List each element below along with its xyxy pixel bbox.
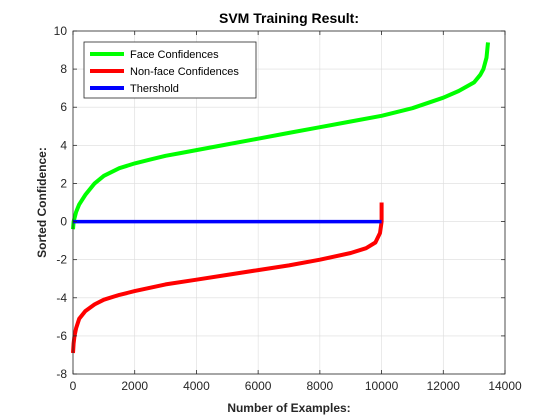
x-tick-label: 2000 [121, 379, 148, 393]
legend: Face Confidences Non-face Confidences Ther… [83, 41, 257, 99]
y-tick-label: -4 [56, 291, 67, 305]
x-tick-label: 6000 [245, 379, 272, 393]
y-tick-label: 8 [60, 62, 67, 76]
x-tick-label: 14000 [488, 379, 522, 393]
y-tick-label: 2 [60, 176, 67, 190]
y-tick-label: 4 [60, 138, 67, 152]
y-tick-label: -6 [56, 329, 67, 343]
y-axis-title: Sorted Confidence: [35, 147, 49, 258]
y-tick-label: -8 [56, 367, 67, 381]
chart-title: SVM Training Result: [219, 10, 359, 26]
y-tick-label: -2 [56, 253, 67, 267]
series-layer [71, 42, 490, 354]
y-tick-labels: -8 -6 -4 -2 0 2 4 6 8 10 [54, 24, 68, 381]
x-tick-label: 4000 [183, 379, 210, 393]
x-tick-label: 10000 [365, 379, 399, 393]
plot-frame [72, 30, 506, 375]
y-tick-label: 10 [54, 24, 68, 38]
x-tick-labels: 0 2000 4000 6000 8000 10000 12000 14000 [70, 379, 522, 393]
x-tick-label: 8000 [307, 379, 334, 393]
legend-label: Face Confidences [130, 49, 219, 61]
x-tick-label: 12000 [427, 379, 461, 393]
series-line-non-face-confidences [71, 202, 384, 354]
legend-label: Non-face Confidences [130, 66, 239, 78]
series-line-face-confidences [71, 42, 490, 230]
y-tick-label: 6 [60, 100, 67, 114]
legend-items: Face Confidences Non-face Confidences Ther… [90, 49, 239, 95]
y-tick-label: 0 [60, 215, 67, 229]
x-tick-label: 0 [70, 379, 77, 393]
tick-marks [72, 30, 506, 375]
x-axis-title: Number of Examples: [227, 401, 350, 415]
legend-label: Thershold [130, 83, 179, 95]
